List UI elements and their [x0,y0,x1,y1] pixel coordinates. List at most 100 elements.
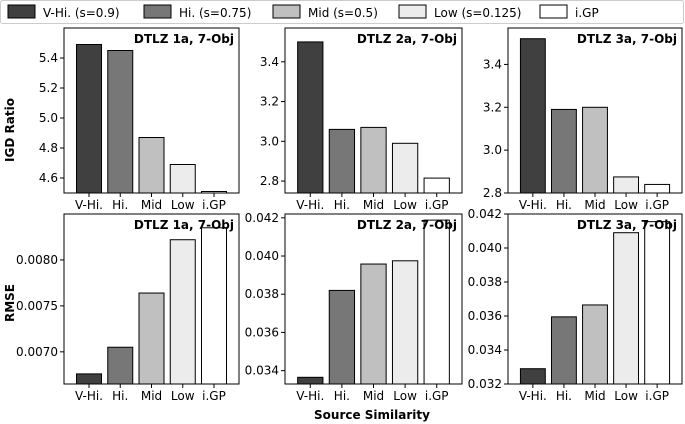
y-tick-label: 5.0 [39,111,58,125]
chart-panels: V-Hi. Hi. Mid Low i.GP 4.6 4.8 5.0 5.2 5.4 DTLZ 1a… [16,27,683,403]
legend-label: V-Hi. (s=0.9) [43,6,120,20]
x-tick-label: Hi. [556,389,572,403]
chart-title: DTLZ 3a, 7-Obj [577,218,677,232]
axes-frame [284,213,463,385]
axes-frame [284,27,463,194]
y-tick-label: 0.034 [468,343,502,357]
y-tick-label: 2.8 [483,186,502,200]
bar-low [391,142,419,194]
bar-vhi [519,368,546,385]
x-tick-label: V-Hi. [296,198,324,212]
x-tick-label: i.GP [202,389,226,403]
bar-vhi [297,376,324,385]
bar-igp [644,183,671,194]
bar-vhi [297,41,324,194]
bar-hi [107,50,134,194]
bar-hi [551,316,577,385]
legend-label: Mid (s=0.5) [308,6,378,20]
y-tick-label: 3.2 [260,95,279,109]
chart-panel-6: V-Hi. Hi. Mid Low i.GP 0.032 0.034 0.036 0.038 0.… [468,207,683,403]
y-tick-label: 0.040 [468,241,502,255]
chart-panel-2: V-Hi. Hi. Mid Low i.GP 2.8 3.0 3.2 3.4 DTLZ 2a, 7… [260,27,463,212]
y-tick-label: 0.0080 [16,253,58,267]
x-tick-label: i.GP [425,198,449,212]
bar-hi [107,346,134,385]
bar-vhi [76,44,102,194]
x-tick-label: V-Hi. [519,389,547,403]
bar-hi [551,108,577,194]
bar-low [613,176,640,194]
y-tick-label: 0.032 [468,377,502,391]
y-tick-label: 3.4 [260,55,279,69]
x-tick-label: Mid [141,389,162,403]
x-tick-label: i.GP [425,389,449,403]
x-tick-label: Mid [141,198,162,212]
chart-panel-1: V-Hi. Hi. Mid Low i.GP 4.6 4.8 5.0 5.2 5.4 DTLZ 1a… [39,27,240,212]
legend-swatch [539,4,568,19]
y-tick-label: 3.4 [483,57,502,71]
legend: V-Hi. (s=0.9) Hi. (s=0.75) Mid (s=0.5) Low … [0,0,684,24]
bar-hi [328,289,356,385]
bar-vhi [76,373,102,385]
x-tick-label: i.GP [202,198,226,212]
y-tick-label: 5.2 [39,81,58,95]
y-tick-label: 0.040 [245,249,279,263]
y-tick-label: 0.036 [245,325,279,339]
x-tick-label: Hi. [556,198,572,212]
y-tick-label: 3.0 [260,134,279,148]
y-tick-label: 4.8 [39,141,58,155]
x-tick-label: Hi. [112,389,128,403]
legend-label: Hi. (s=0.75) [179,6,251,20]
y-tick-label: 0.042 [245,211,279,225]
y-tick-label: 3.2 [483,100,502,114]
legend-swatch [398,4,427,19]
chart-panel-5: V-Hi. Hi. Mid Low i.GP 0.034 0.036 0.038 0.040 0.… [245,211,463,403]
chart-title: DTLZ 1a, 7-Obj [134,32,234,46]
bar-mid [360,126,387,194]
bar-mid [360,263,387,385]
legend-swatch [143,4,172,19]
y-tick-label: 0.038 [245,287,279,301]
bar-igp [423,219,450,385]
legend-swatch [7,4,36,19]
bar-mid [138,292,165,385]
y-tick-label: 3.0 [483,143,502,157]
y-tick-label: 5.4 [39,51,58,65]
y-tick-label: 2.8 [260,174,279,188]
x-tick-label: Low [393,198,417,212]
x-tick-label: Low [614,198,638,212]
y-tick-label: 0.0070 [16,345,58,359]
x-tick-label: Hi. [334,389,350,403]
row-1-ylabel: IGD Ratio [3,98,17,162]
y-tick-label: 0.036 [468,309,502,323]
axes-frame [63,27,240,194]
x-tick-label: V-Hi. [75,198,103,212]
x-tick-label: Mid [363,389,384,403]
x-tick-label: V-Hi. [75,389,103,403]
x-tick-label: Hi. [334,198,350,212]
x-tick-label: V-Hi. [519,198,547,212]
bar-low [169,239,196,385]
chart-panel-4: V-Hi. Hi. Mid Low i.GP 0.0070 0.0075 0.0080 DTLZ… [16,213,240,403]
x-tick-label: Low [393,389,417,403]
x-tick-label: i.GP [645,389,669,403]
x-tick-label: Low [171,198,195,212]
x-tick-label: Low [614,389,638,403]
bar-igp [423,177,450,194]
y-tick-label: 4.6 [39,171,58,185]
x-tick-label: Mid [363,198,384,212]
bar-low [391,260,419,385]
x-tick-label: i.GP [645,198,669,212]
bar-vhi [519,38,546,194]
chart-title: DTLZ 2a, 7-Obj [357,218,457,232]
bar-hi [328,128,356,194]
y-tick-label: 0.0075 [16,299,58,313]
bar-mid [138,137,165,194]
bar-mid [582,304,608,385]
chart-title: DTLZ 1a, 7-Obj [134,218,234,232]
legend-label: Low (s=0.125) [434,6,521,20]
axes-frame [63,213,240,385]
chart-title: DTLZ 3a, 7-Obj [577,32,677,46]
bar-igp [644,221,671,385]
